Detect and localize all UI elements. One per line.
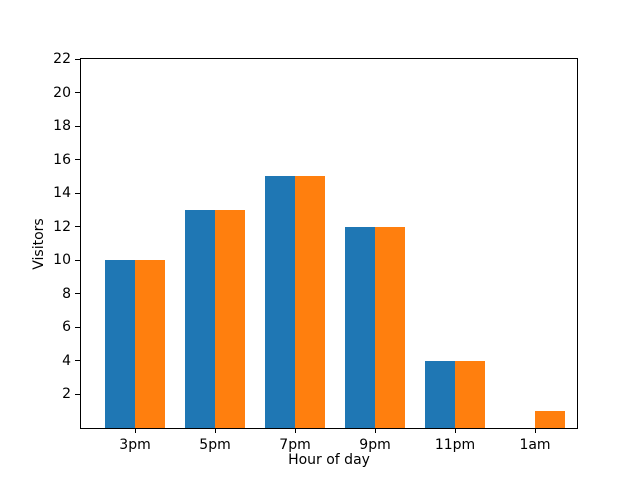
bar [185,209,215,428]
y-tick-mark [75,360,80,362]
bar [295,176,325,428]
y-tick-label: 4 [62,352,71,369]
y-tick-mark [75,393,80,395]
bar [105,260,135,428]
bar [265,176,295,428]
bar [375,226,405,428]
y-tick-label: 12 [53,218,71,235]
y-tick-mark [75,192,80,194]
x-tick-label: 11pm [434,437,476,453]
plot-area: Hour of day Visitors 2 4 6 8 10 12 14 16 18 20 22 3… [31,51,578,468]
y-tick-label: 20 [53,84,71,101]
x-tick-label: 1am [519,437,551,453]
y-tick-mark [75,58,80,60]
x-tick-mark [214,428,216,433]
bar [345,226,375,428]
x-tick-mark [134,428,136,433]
x-tick-label: 5pm [199,437,231,453]
y-tick-mark [75,92,80,94]
y-tick-mark [75,226,80,228]
bar [535,411,565,428]
x-axis-label: Hour of day [288,452,370,468]
y-tick-mark [75,259,80,261]
x-tick-label: 9pm [359,437,391,453]
bar [425,360,455,428]
y-tick-label: 8 [62,285,71,302]
x-tick-mark [534,428,536,433]
y-tick-label: 16 [53,151,71,168]
bar [455,360,485,428]
y-tick-label: 22 [53,51,71,67]
y-tick-label: 14 [53,185,71,202]
x-tick-mark [294,428,296,433]
y-tick-mark [75,125,80,127]
y-tick-mark [75,293,80,295]
y-tick-label: 10 [53,252,71,269]
bar [135,260,165,428]
x-tick-mark [374,428,376,433]
y-tick-mark [75,326,80,328]
y-tick-label: 2 [62,386,71,403]
y-tick-label: 6 [62,319,71,336]
y-tick-mark [75,159,80,161]
y-tick-label: 18 [53,118,71,135]
x-tick-label: 7pm [279,437,311,453]
x-tick-label: 3pm [119,437,151,453]
x-tick-mark [454,428,456,433]
bar [215,209,245,428]
